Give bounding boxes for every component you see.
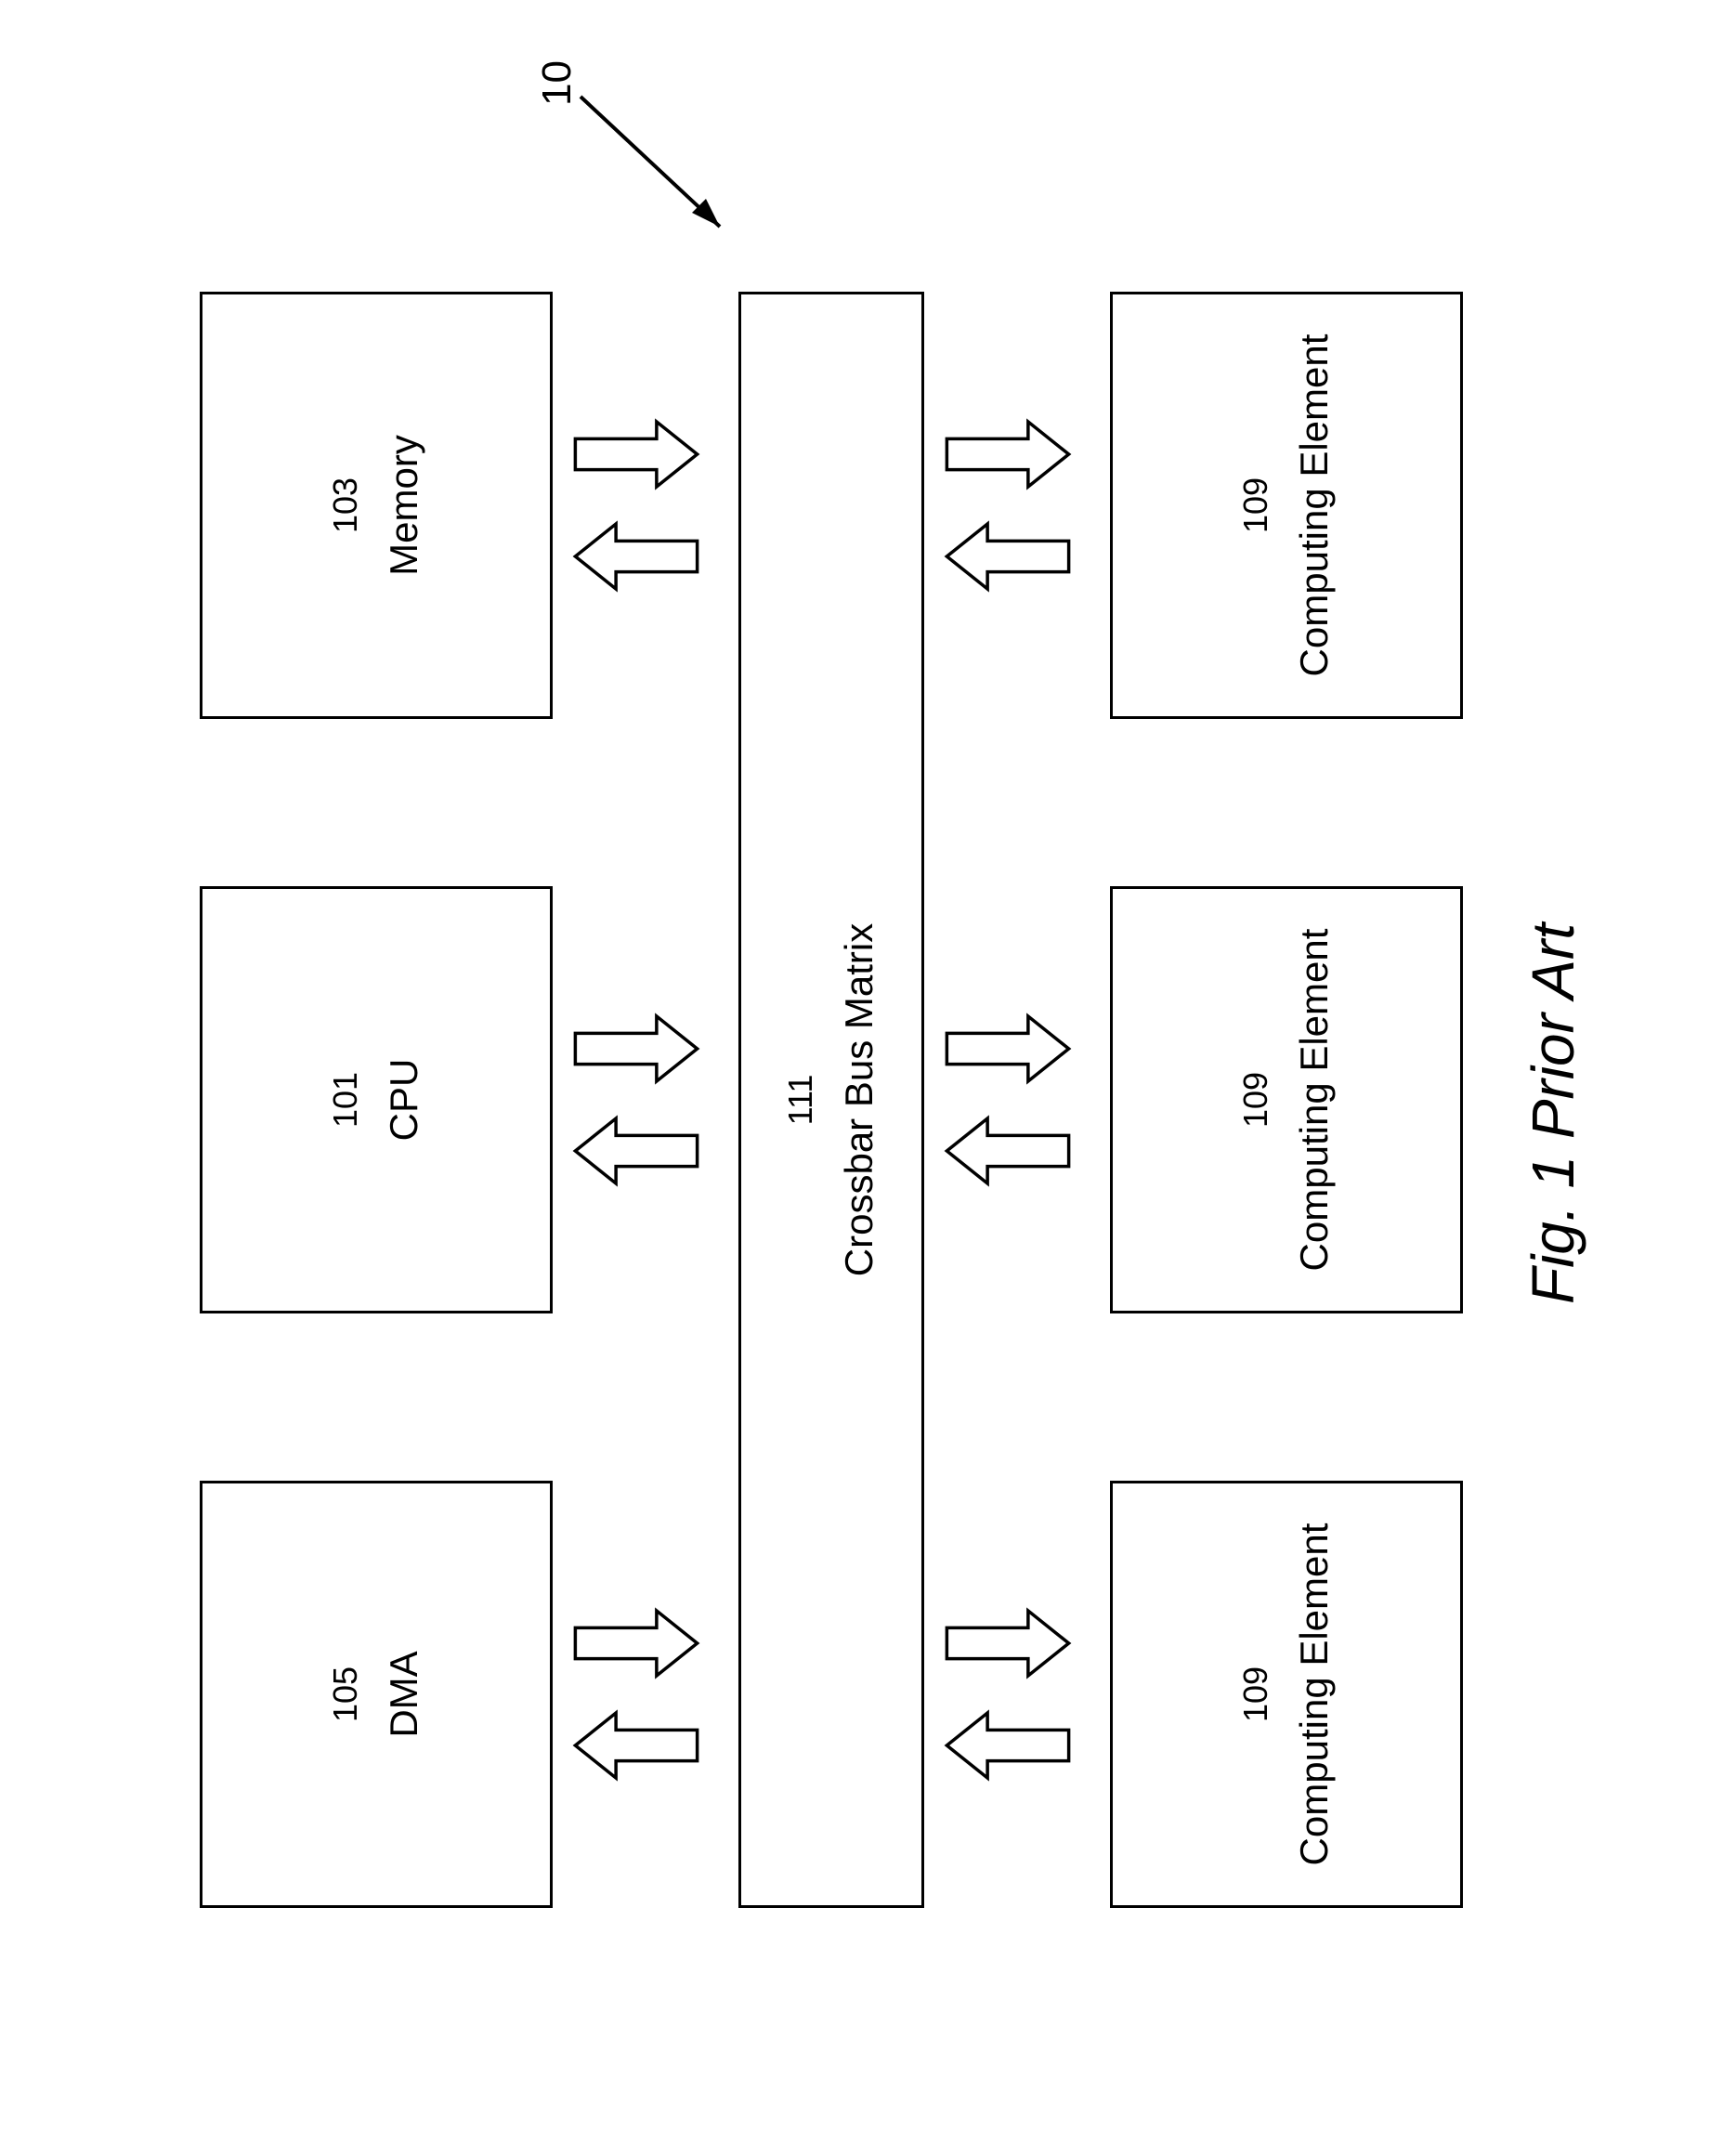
arrow-pair-bot-2 [943,1007,1073,1193]
arrow-up-icon [943,515,1073,598]
arrow-pair-bot-1 [943,1601,1073,1787]
block-label: Crossbar Bus Matrix [837,922,881,1275]
arrow-pair-top-3 [571,412,701,598]
block-number: 109 [1236,477,1275,532]
arrow-down-icon [943,1601,1073,1685]
arrow-pair-top-2 [571,1007,701,1193]
reference-marker: 10 [562,69,752,255]
block-number: 105 [326,1666,365,1721]
arrow-down-icon [571,1007,701,1091]
block-cpu: 101 CPU [200,886,553,1313]
arrow-down-icon [943,412,1073,496]
block-label: Computing Element [1292,1522,1337,1865]
arrow-pair-bot-3 [943,412,1073,598]
block-crossbar: 111 Crossbar Bus Matrix [738,292,924,1908]
block-number: 103 [326,477,365,532]
block-computing-3: 109 Computing Element [1110,292,1463,719]
block-number: 101 [326,1071,365,1127]
block-label: Memory [382,435,426,576]
arrow-up-icon [943,1704,1073,1787]
block-label: Computing Element [1292,333,1337,676]
block-label: CPU [382,1058,426,1141]
block-computing-1: 109 Computing Element [1110,1481,1463,1908]
block-number: 109 [1236,1071,1275,1127]
figure-caption: Fig. 1 Prior Art [1519,922,1587,1303]
block-number: 111 [781,1074,820,1125]
block-label: Computing Element [1292,928,1337,1271]
arrow-down-icon [571,1601,701,1685]
arrow-pair-top-1 [571,1601,701,1787]
diagram-container: 105 DMA 101 CPU 103 Memory 111 Crossbar … [125,143,1612,2001]
arrow-down-icon [943,1007,1073,1091]
reference-arrow-icon [562,69,748,255]
arrow-up-icon [571,515,701,598]
block-label: DMA [382,1651,426,1737]
block-dma: 105 DMA [200,1481,553,1908]
block-memory: 103 Memory [200,292,553,719]
block-computing-2: 109 Computing Element [1110,886,1463,1313]
block-number: 109 [1236,1666,1275,1721]
arrow-up-icon [571,1109,701,1193]
arrow-up-icon [571,1704,701,1787]
reference-label: 10 [534,60,581,106]
arrow-up-icon [943,1109,1073,1193]
arrow-down-icon [571,412,701,496]
